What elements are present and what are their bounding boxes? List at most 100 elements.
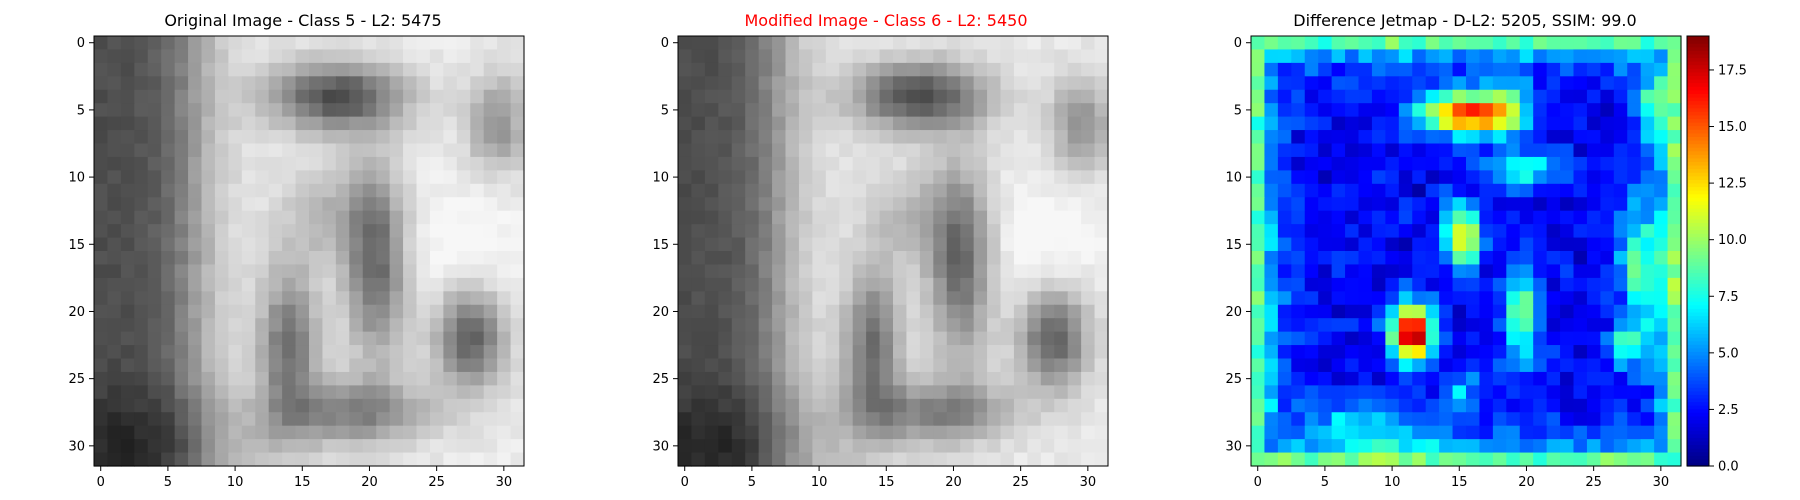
colorbar-band (1687, 448, 1709, 453)
original-image-pixel (201, 156, 216, 171)
original-image-pixel (443, 304, 458, 319)
original-image-pixel (362, 49, 377, 64)
difference-jetmap-pixel (1506, 452, 1521, 467)
difference-jetmap-pixel (1264, 36, 1279, 51)
difference-jetmap-pixel (1331, 183, 1346, 198)
difference-jetmap-pixel (1506, 103, 1521, 118)
modified-image-pixel (879, 116, 894, 131)
original-image-pixel (403, 237, 418, 252)
difference-jetmap-pixel (1506, 358, 1521, 373)
modified-image-pixel (745, 170, 760, 185)
modified-image-pixel (758, 331, 773, 346)
difference-jetmap-pixel (1627, 89, 1642, 104)
original-image-pixel (429, 183, 444, 198)
modified-image-pixel (866, 251, 881, 266)
modified-image-pixel (893, 398, 908, 413)
difference-jetmap-pixel (1452, 412, 1467, 427)
modified-image-pixel (1067, 291, 1082, 306)
difference-jetmap-pixel (1264, 49, 1279, 64)
difference-jetmap-pixel (1425, 224, 1440, 239)
original-image-pixel (416, 318, 431, 333)
modified-image-pixel (691, 103, 706, 118)
difference-jetmap-pixel (1533, 62, 1548, 77)
difference-jetmap-pixel (1533, 291, 1548, 306)
modified-image-pixel (1094, 49, 1109, 64)
original-image-pixel (147, 183, 162, 198)
modified-image-pixel (879, 76, 894, 91)
original-image-pixel (497, 156, 512, 171)
original-image-pixel (470, 318, 485, 333)
difference-jetmap-pixel (1654, 358, 1669, 373)
original-image-pixel (429, 264, 444, 279)
difference-jetmap-pixel (1452, 170, 1467, 185)
original-image-pixel (416, 89, 431, 104)
difference-jetmap-pixel (1667, 197, 1682, 212)
difference-jetmap-pixel (1264, 318, 1279, 333)
modified-image-pixel (1054, 358, 1069, 373)
modified-image-y-tick-label: 25 (652, 372, 669, 387)
difference-jetmap-pixel (1519, 103, 1534, 118)
original-image-pixel (510, 331, 525, 346)
difference-jetmap-pixel (1546, 210, 1561, 225)
original-image-pixel (188, 36, 203, 51)
modified-image-pixel (879, 210, 894, 225)
modified-image-pixel (785, 210, 800, 225)
original-image-pixel (309, 452, 324, 467)
difference-jetmap-pixel (1452, 304, 1467, 319)
difference-jetmap-pixel (1627, 331, 1642, 346)
difference-jetmap-pixel (1506, 210, 1521, 225)
difference-jetmap-pixel (1385, 304, 1400, 319)
modified-image-pixel (919, 130, 934, 145)
modified-image-pixel (866, 183, 881, 198)
difference-jetmap-pixel (1385, 331, 1400, 346)
difference-jetmap-pixel (1412, 237, 1427, 252)
modified-image-pixel (866, 76, 881, 91)
modified-image-pixel (785, 412, 800, 427)
modified-image-pixel (866, 103, 881, 118)
original-image-pixel (134, 143, 149, 158)
original-image-pixel (309, 76, 324, 91)
colorbar-band (1687, 433, 1709, 438)
original-image-pixel (510, 291, 525, 306)
modified-image-x-tick-label: 10 (811, 475, 828, 490)
original-image-pixel (94, 385, 109, 400)
modified-image-pixel (1027, 156, 1042, 171)
difference-jetmap-pixel (1466, 143, 1481, 158)
difference-jetmap-pixel (1654, 398, 1669, 413)
modified-image-pixel (1013, 264, 1028, 279)
original-image-pixel (510, 318, 525, 333)
modified-image-pixel (973, 412, 988, 427)
modified-image-pixel (906, 358, 921, 373)
original-image-pixel (510, 237, 525, 252)
original-image-pixel (322, 425, 337, 440)
difference-jetmap-pixel (1304, 425, 1319, 440)
modified-image-pixel (839, 425, 854, 440)
modified-image-pixel (919, 452, 934, 467)
difference-jetmap-pixel (1318, 358, 1333, 373)
modified-image-pixel (987, 116, 1002, 131)
difference-jetmap-pixel (1506, 291, 1521, 306)
original-image-pixel (107, 264, 122, 279)
modified-image-pixel (718, 170, 733, 185)
original-image-pixel (429, 210, 444, 225)
difference-jetmap-pixel (1466, 156, 1481, 171)
modified-image-pixel (678, 156, 693, 171)
difference-jetmap-pixel (1627, 62, 1642, 77)
modified-image-pixel (691, 358, 706, 373)
modified-image-pixel (839, 452, 854, 467)
modified-image-pixel (745, 62, 760, 77)
difference-jetmap-pixel (1345, 103, 1360, 118)
difference-jetmap-pixel (1573, 251, 1588, 266)
difference-jetmap-pixel (1533, 143, 1548, 158)
original-image-pixel (376, 398, 391, 413)
original-image-pixel (335, 170, 350, 185)
colorbar-band (1687, 440, 1709, 446)
original-image-pixel (403, 224, 418, 239)
modified-image-pixel (1027, 89, 1042, 104)
original-image-pixel (94, 116, 109, 131)
difference-jetmap-pixel (1439, 197, 1454, 212)
original-image-pixel (255, 62, 270, 77)
modified-image-pixel (798, 49, 813, 64)
difference-jetmap-pixel (1479, 358, 1494, 373)
difference-jetmap-pixel (1613, 156, 1628, 171)
